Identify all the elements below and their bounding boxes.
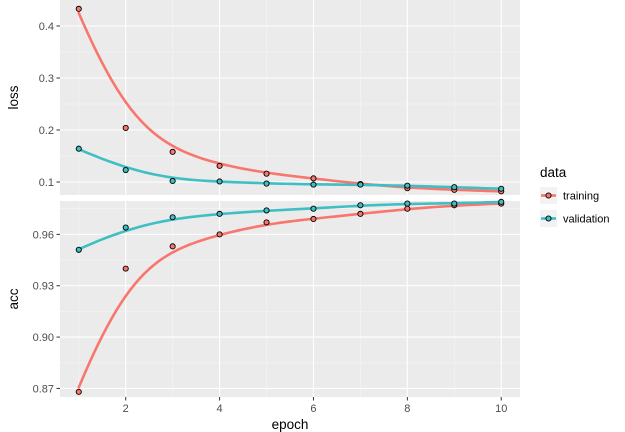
y-tick-label: 0.96 xyxy=(33,229,54,241)
y-tick-label: 0.87 xyxy=(33,383,54,395)
series-line-training xyxy=(77,11,503,193)
legend: data training validation xyxy=(540,165,609,227)
data-point-validation xyxy=(169,214,176,221)
x-axis-title: epoch xyxy=(272,417,309,432)
data-point-validation xyxy=(357,181,364,188)
y-tick-label: 0.3 xyxy=(39,73,54,85)
data-point-training xyxy=(216,162,223,169)
data-point-training xyxy=(263,170,270,177)
data-point-training xyxy=(310,175,317,182)
x-tick-label: 6 xyxy=(310,403,316,415)
data-point-training xyxy=(404,205,411,212)
y-tick-label: 0.93 xyxy=(33,281,54,293)
data-point-validation xyxy=(75,246,82,253)
data-point-validation xyxy=(451,200,458,207)
series-line-validation xyxy=(77,147,503,191)
series-line-training xyxy=(77,202,503,389)
data-point-validation xyxy=(263,180,270,187)
data-point-training xyxy=(75,5,82,12)
data-point-validation xyxy=(451,184,458,191)
data-point-validation xyxy=(216,178,223,185)
data-point-training xyxy=(122,124,129,131)
panels-layer xyxy=(60,0,520,397)
series-line-validation xyxy=(77,200,503,251)
y-tick-label: 0.1 xyxy=(39,177,54,189)
legend-key-point xyxy=(545,192,552,199)
legend-item-validation: validation xyxy=(540,210,609,227)
legend-title: data xyxy=(540,165,567,180)
y-tick-label: 0.4 xyxy=(39,21,54,33)
data-point-validation xyxy=(75,145,82,152)
panel-background xyxy=(60,201,520,397)
data-point-training xyxy=(310,215,317,223)
data-point-training xyxy=(357,210,364,217)
y-tick-label: 0.2 xyxy=(39,125,54,137)
data-point-validation xyxy=(122,166,129,174)
legend-entries: training validation xyxy=(540,187,609,227)
data-point-training xyxy=(75,388,82,395)
x-tick-label: 4 xyxy=(217,403,223,415)
y-axis-title-acc: acc xyxy=(6,288,21,309)
x-tick-label: 10 xyxy=(495,403,507,415)
legend-item-training: training xyxy=(540,187,599,204)
data-point-validation xyxy=(263,207,270,214)
data-point-training xyxy=(169,243,176,250)
data-point-training xyxy=(263,219,270,226)
data-point-training xyxy=(169,148,176,155)
data-point-validation xyxy=(122,224,129,231)
panel-acc xyxy=(60,198,520,397)
axes-layer: 0.1 0.2 0.3 0.4 loss 0.87 0.90 0.93 0.96 acc 2 4 6 8 1… xyxy=(6,21,507,415)
data-point-validation xyxy=(498,198,505,205)
y-tick-label: 0.90 xyxy=(33,332,54,344)
x-tick-label: 2 xyxy=(123,403,129,415)
data-point-validation xyxy=(498,185,505,192)
legend-label-validation: validation xyxy=(563,214,609,226)
data-point-validation xyxy=(357,202,364,209)
data-point-validation xyxy=(216,210,223,217)
y-axis-title-loss: loss xyxy=(6,85,21,109)
data-point-validation xyxy=(404,200,411,207)
panel-loss xyxy=(60,0,520,195)
data-point-training xyxy=(122,265,129,272)
data-point-validation xyxy=(310,205,317,212)
legend-label-training: training xyxy=(563,191,599,203)
panel-background xyxy=(60,0,520,195)
legend-key-point xyxy=(545,215,552,222)
data-point-validation xyxy=(310,181,317,188)
x-tick-label: 8 xyxy=(404,403,410,415)
data-point-training xyxy=(216,231,223,238)
data-point-validation xyxy=(404,182,411,189)
data-point-validation xyxy=(169,177,176,185)
